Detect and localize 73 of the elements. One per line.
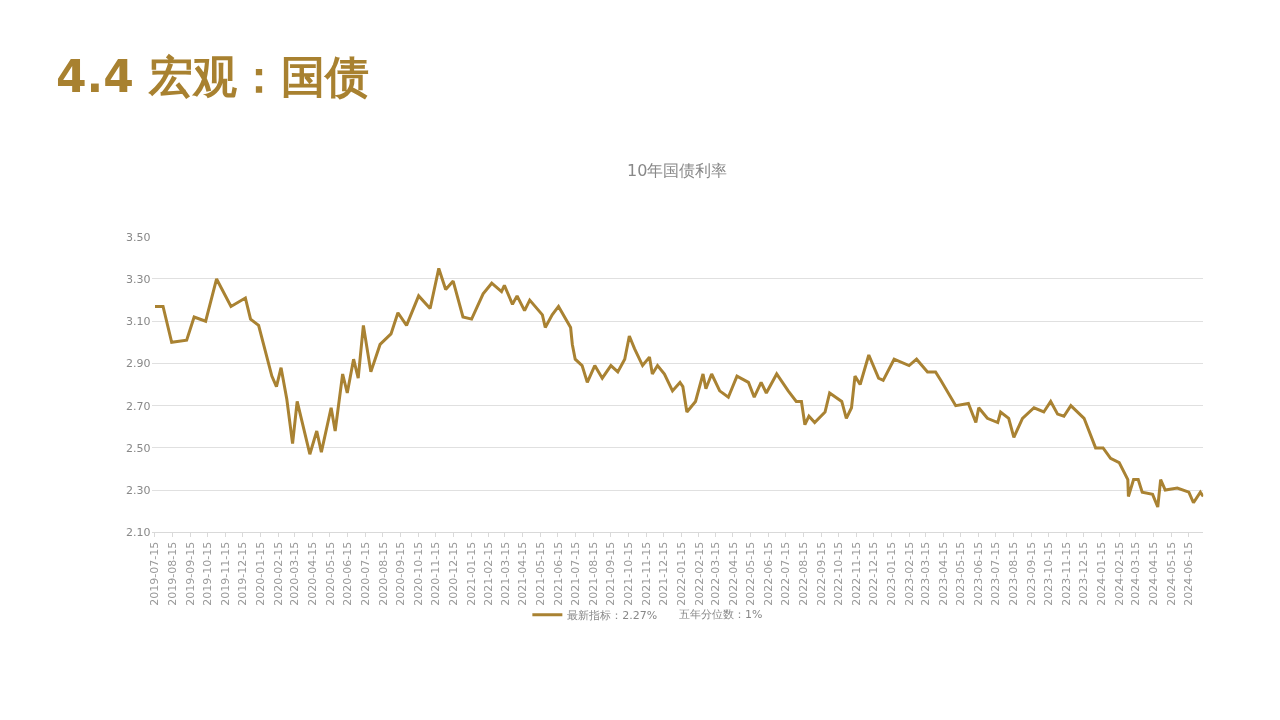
x-tick-label: 2020-03-15 (288, 541, 302, 606)
y-tick-label: 3.30 (126, 272, 151, 286)
x-tick-label: 2021-05-15 (533, 541, 547, 606)
x-tick-label: 2020-08-15 (376, 541, 390, 606)
chart-title: 4.4 宏观：国债 (56, 51, 370, 102)
x-tick-label: 2023-07-15 (989, 541, 1003, 606)
x-tick-label: 2022-10-15 (831, 541, 845, 606)
x-tick-label: 2019-11-15 (218, 541, 232, 606)
x-tick-label: 2022-05-15 (743, 541, 757, 606)
x-tick-label: 2024-01-15 (1094, 541, 1108, 606)
y-tick-label: 2.10 (126, 526, 151, 540)
x-tick-label: 2023-03-15 (918, 541, 932, 606)
x-tick-label: 2021-09-15 (604, 541, 618, 606)
x-tick-label: 2024-05-15 (1164, 541, 1178, 606)
x-tick-label: 2023-05-15 (953, 541, 967, 606)
x-tick-label: 2022-03-15 (708, 541, 722, 606)
y-tick-label: 2.70 (126, 399, 151, 413)
y-tick-label: 2.30 (126, 483, 151, 497)
legend-label: 最新指标：2.27% (567, 609, 658, 623)
x-tick-label: 2023-09-15 (1024, 541, 1038, 606)
x-tick-label: 2021-10-15 (621, 541, 635, 606)
x-tick-label: 2020-02-15 (271, 541, 285, 606)
y-tick-label: 3.10 (126, 315, 151, 329)
y-tick-label: 3.50 (126, 230, 151, 244)
x-tick-label: 2023-06-15 (971, 541, 985, 606)
x-tick-label: 2020-10-15 (411, 541, 425, 606)
x-tick-label: 2021-08-15 (586, 541, 600, 606)
x-tick-label: 2022-11-15 (849, 541, 863, 606)
x-tick-label: 2024-06-15 (1182, 541, 1196, 606)
x-tick-label: 2019-10-15 (200, 541, 214, 606)
x-tick-label: 2022-12-15 (866, 541, 880, 606)
x-tick-label: 2021-07-15 (568, 541, 582, 606)
x-tick-label: 2022-07-15 (778, 541, 792, 606)
x-tick-label: 2022-09-15 (814, 541, 828, 606)
x-tick-label: 2023-12-15 (1077, 541, 1091, 606)
x-tick-label: 2020-05-15 (323, 541, 337, 606)
x-tick-label: 2020-04-15 (306, 541, 320, 606)
x-tick-label: 2024-04-15 (1147, 541, 1161, 606)
x-tick-label: 2020-01-15 (253, 541, 267, 606)
x-tick-label: 2022-02-15 (692, 541, 706, 606)
x-tick-label: 2021-11-15 (639, 541, 653, 606)
x-tick-label: 2021-01-15 (464, 541, 478, 606)
x-tick-label: 2024-03-15 (1129, 541, 1143, 606)
x-tick-label: 2022-08-15 (796, 541, 810, 606)
x-tick-label: 2019-08-15 (165, 541, 179, 606)
x-tick-label: 2021-03-15 (498, 541, 512, 606)
y-tick-label: 2.90 (126, 357, 151, 371)
chart-subtitle: 10年国债利率 (627, 161, 728, 180)
x-tick-label: 2020-11-15 (429, 541, 443, 606)
y-tick-label: 2.50 (126, 441, 151, 455)
x-tick-label: 2022-06-15 (761, 541, 775, 606)
x-tick-label: 2022-04-15 (726, 541, 740, 606)
x-tick-label: 2023-08-15 (1006, 541, 1020, 606)
x-tick-label: 2023-02-15 (902, 541, 916, 606)
x-tick-label: 2019-09-15 (183, 541, 197, 606)
x-tick-label: 2022-01-15 (674, 541, 688, 606)
line-series (153, 266, 1204, 509)
x-tick-label: 2020-09-15 (394, 541, 408, 606)
x-tick-label: 2024-02-15 (1112, 541, 1126, 606)
x-tick-label: 2023-10-15 (1041, 541, 1055, 606)
x-tick-label: 2023-04-15 (936, 541, 950, 606)
x-tick-label: 2020-07-15 (358, 541, 372, 606)
x-tick-label: 2021-06-15 (551, 541, 565, 606)
x-tick-label: 2021-12-15 (656, 541, 670, 606)
text: 五年分位数：1% (679, 608, 763, 621)
x-tick-label: 2020-06-15 (341, 541, 355, 606)
x-tick-label: 2021-04-15 (516, 541, 530, 606)
x-tick-label: 2019-12-15 (236, 541, 250, 606)
x-tick-label: 2020-12-15 (446, 541, 460, 606)
x-tick-label: 2023-11-15 (1059, 541, 1073, 606)
x-tick-label: 2023-01-15 (884, 541, 898, 606)
x-tick-label: 2019-07-15 (147, 541, 161, 606)
x-tick-label: 2021-02-15 (482, 541, 496, 606)
